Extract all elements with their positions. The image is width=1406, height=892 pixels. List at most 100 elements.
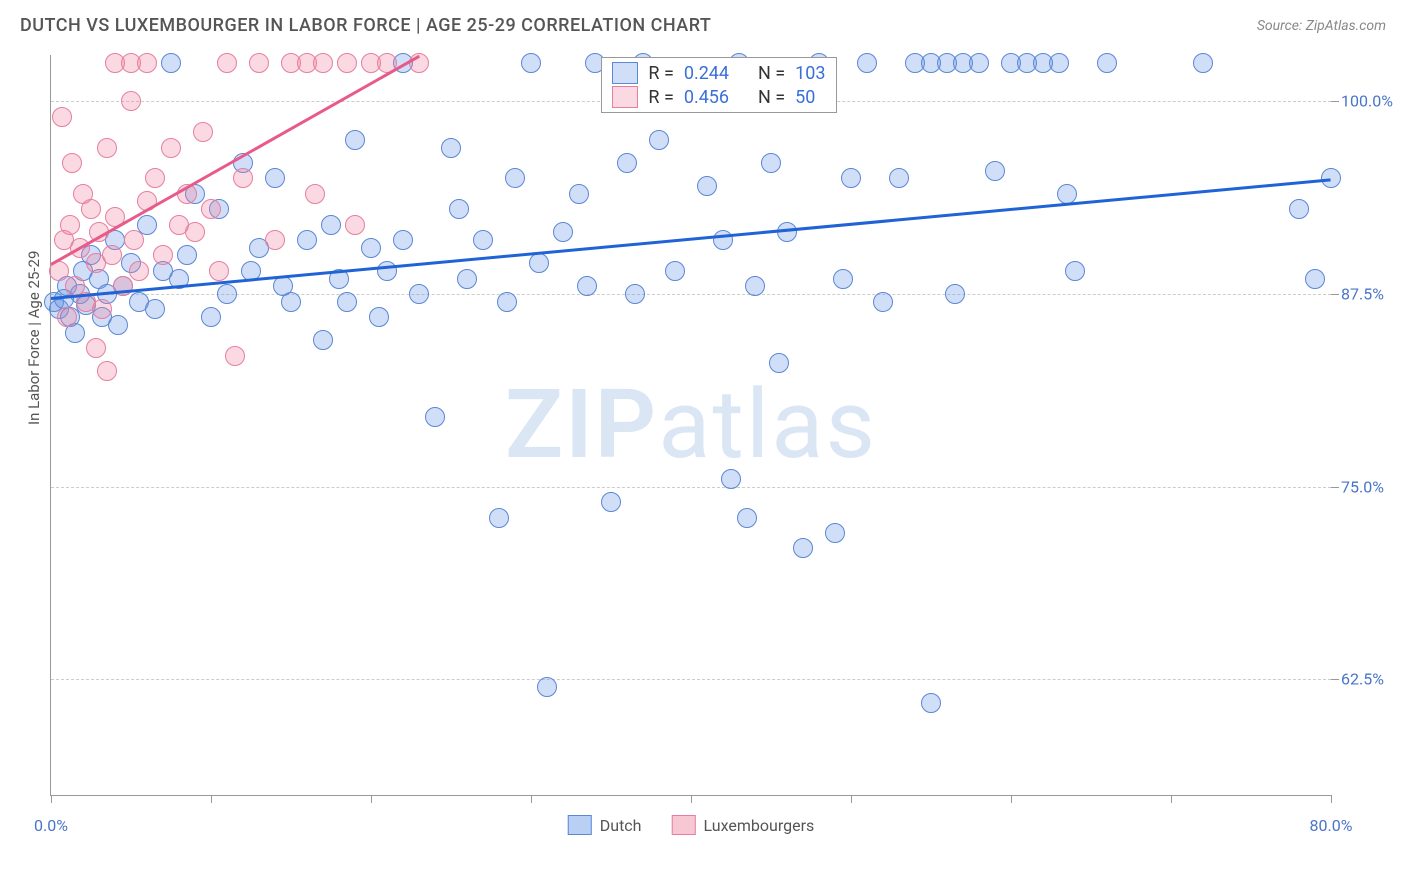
data-point bbox=[217, 53, 237, 73]
data-point bbox=[769, 353, 789, 373]
data-point bbox=[761, 153, 781, 173]
data-point bbox=[97, 361, 117, 381]
data-point bbox=[377, 261, 397, 281]
data-point bbox=[124, 230, 144, 250]
data-point bbox=[697, 176, 717, 196]
data-point bbox=[92, 299, 112, 319]
data-point bbox=[108, 315, 128, 335]
x-tick bbox=[1171, 795, 1172, 803]
watermark: ZIPatlas bbox=[505, 369, 877, 481]
data-point bbox=[345, 130, 365, 150]
data-point bbox=[313, 330, 333, 350]
y-tick-label: 75.0% bbox=[1341, 477, 1401, 496]
data-point bbox=[825, 523, 845, 543]
data-point bbox=[161, 53, 181, 73]
data-point bbox=[441, 138, 461, 158]
data-point bbox=[529, 253, 549, 273]
source-label: Source: ZipAtlas.com bbox=[1257, 18, 1386, 34]
data-point bbox=[449, 199, 469, 219]
data-point bbox=[62, 153, 82, 173]
data-point bbox=[265, 230, 285, 250]
data-point bbox=[737, 508, 757, 528]
data-point bbox=[833, 269, 853, 289]
data-point bbox=[97, 138, 117, 158]
data-point bbox=[1305, 269, 1325, 289]
legend-label: Dutch bbox=[600, 816, 642, 835]
data-point bbox=[489, 508, 509, 528]
data-point bbox=[793, 538, 813, 558]
x-tick bbox=[851, 795, 852, 803]
y-tick-label: 87.5% bbox=[1341, 284, 1401, 303]
data-point bbox=[86, 338, 106, 358]
data-point bbox=[569, 184, 589, 204]
data-point bbox=[193, 122, 213, 142]
data-point bbox=[945, 284, 965, 304]
x-tick bbox=[51, 795, 52, 803]
data-point bbox=[889, 168, 909, 188]
legend-item: Luxembourgers bbox=[672, 815, 815, 835]
y-axis-title: In Labor Force | Age 25-29 bbox=[25, 251, 43, 425]
data-point bbox=[553, 222, 573, 242]
x-tick bbox=[371, 795, 372, 803]
data-point bbox=[185, 222, 205, 242]
data-point bbox=[473, 230, 493, 250]
data-point bbox=[249, 53, 269, 73]
data-point bbox=[337, 53, 357, 73]
data-point bbox=[153, 245, 173, 265]
stats-box: R =0.244 N = 103R =0.456 N = 50 bbox=[601, 57, 836, 113]
bottom-legend: Dutch Luxembourgers bbox=[568, 815, 815, 835]
data-point bbox=[129, 261, 149, 281]
data-point bbox=[617, 153, 637, 173]
data-point bbox=[137, 53, 157, 73]
y-tick bbox=[1331, 679, 1339, 680]
data-point bbox=[1065, 261, 1085, 281]
data-point bbox=[985, 161, 1005, 181]
grid-line bbox=[51, 294, 1331, 295]
data-point bbox=[305, 184, 325, 204]
data-point bbox=[369, 307, 389, 327]
data-point bbox=[297, 230, 317, 250]
data-point bbox=[601, 492, 621, 512]
grid-line bbox=[51, 679, 1331, 680]
data-point bbox=[457, 269, 477, 289]
grid-line bbox=[51, 487, 1331, 488]
data-point bbox=[921, 693, 941, 713]
data-point bbox=[425, 407, 445, 427]
data-point bbox=[337, 292, 357, 312]
data-point bbox=[281, 292, 301, 312]
data-point bbox=[745, 276, 765, 296]
trend-line bbox=[51, 178, 1331, 299]
series-swatch bbox=[612, 62, 638, 84]
data-point bbox=[969, 53, 989, 73]
stats-row: R =0.244 N = 103 bbox=[612, 62, 825, 84]
data-point bbox=[1057, 184, 1077, 204]
data-point bbox=[537, 677, 557, 697]
chart-area: ZIPatlas 62.5%75.0%87.5%100.0%0.0%80.0%R… bbox=[50, 55, 1331, 796]
data-point bbox=[497, 292, 517, 312]
y-tick bbox=[1331, 101, 1339, 102]
data-point bbox=[857, 53, 877, 73]
y-tick bbox=[1331, 487, 1339, 488]
data-point bbox=[102, 245, 122, 265]
data-point bbox=[721, 469, 741, 489]
data-point bbox=[217, 284, 237, 304]
data-point bbox=[1193, 53, 1213, 73]
x-tick bbox=[1331, 795, 1332, 803]
legend-label: Luxembourgers bbox=[704, 816, 815, 835]
chart-title: DUTCH VS LUXEMBOURGER IN LABOR FORCE | A… bbox=[20, 15, 711, 36]
data-point bbox=[345, 215, 365, 235]
x-tick bbox=[691, 795, 692, 803]
data-point bbox=[361, 238, 381, 258]
data-point bbox=[393, 230, 413, 250]
data-point bbox=[1097, 53, 1117, 73]
data-point bbox=[201, 199, 221, 219]
stats-row: R =0.456 N = 50 bbox=[612, 86, 825, 108]
data-point bbox=[209, 261, 229, 281]
data-point bbox=[52, 107, 72, 127]
data-point bbox=[649, 130, 669, 150]
data-point bbox=[577, 276, 597, 296]
data-point bbox=[81, 199, 101, 219]
data-point bbox=[625, 284, 645, 304]
x-tick bbox=[531, 795, 532, 803]
y-tick-label: 62.5% bbox=[1341, 670, 1401, 689]
